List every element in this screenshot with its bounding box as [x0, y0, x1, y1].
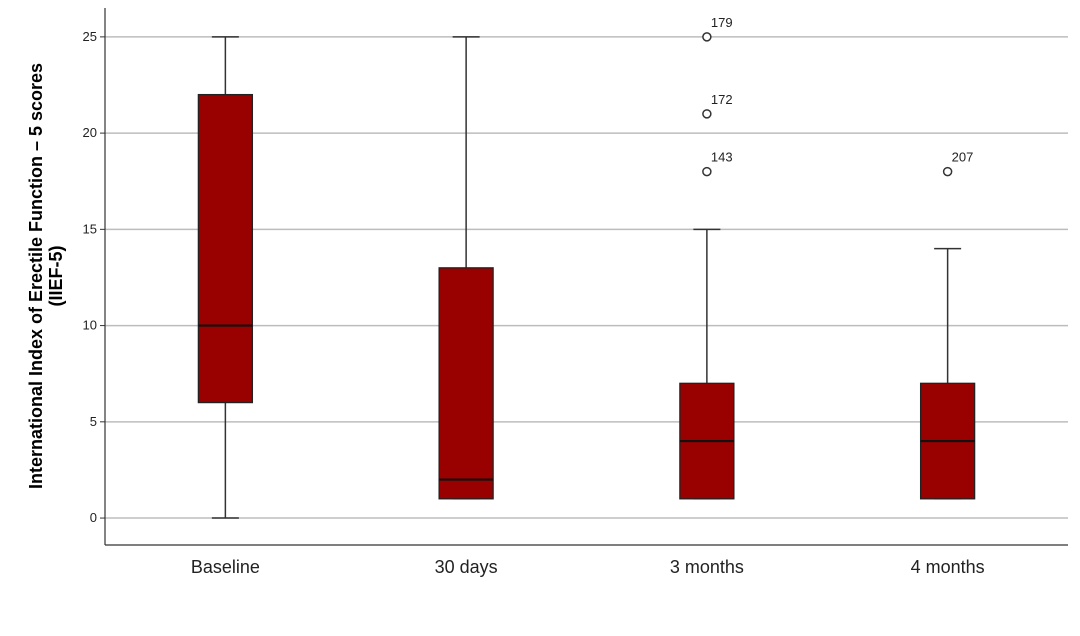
box-group: [438, 36, 494, 500]
grid-layer: [105, 36, 1068, 519]
outlier-label: 143: [711, 150, 733, 165]
y-tick-label: 10: [83, 318, 97, 333]
outlier-label: 207: [952, 150, 974, 165]
y-axis-label-line2: (IIEF-5): [46, 245, 66, 306]
label-layer: International Index of Erectile Function…: [26, 63, 66, 489]
outlier-point: [702, 109, 712, 119]
box-iqr: [197, 93, 254, 404]
outlier-point: [942, 166, 953, 177]
box-group: 207: [919, 150, 976, 500]
outlier-label: 179: [711, 15, 733, 30]
x-tick-label: 30 days: [435, 557, 498, 577]
y-tick-label: 25: [83, 29, 97, 44]
axis-layer: 0 5 10 15 20 25 Baseline 30 days 3 months 4 month…: [83, 8, 1068, 577]
box-group: 179 172 143: [679, 15, 735, 500]
y-tick-label: 15: [83, 221, 97, 236]
y-tick-label: 5: [90, 414, 97, 429]
x-tick-label: 4 months: [911, 557, 985, 577]
box-layer: 179 172 143 207: [197, 15, 976, 519]
box-group: [197, 36, 254, 519]
x-tick-label: 3 months: [670, 557, 744, 577]
box-iqr: [438, 267, 494, 500]
y-tick-label: 0: [90, 510, 97, 525]
outlier-point: [702, 32, 712, 42]
y-axis-label-line1: International Index of Erectile Function…: [26, 63, 46, 489]
outlier-label: 172: [711, 92, 733, 107]
y-tick-label: 20: [83, 125, 97, 140]
x-tick-label: Baseline: [191, 557, 260, 577]
outlier-point: [702, 166, 712, 177]
